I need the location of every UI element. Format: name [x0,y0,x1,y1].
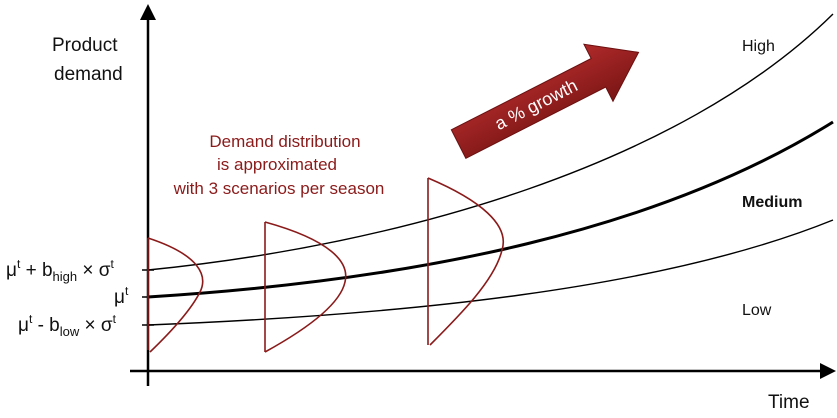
low-scenario-label: Low [742,302,772,319]
y-axis-label-line2: demand [54,64,123,85]
x-axis-arrowhead [820,363,836,379]
medium-scenario-label: Medium [742,194,802,211]
low-scenario-curve [147,219,834,326]
annotation-line1: Demand distribution [209,132,360,151]
y-tick-label-lower: μt - blow × σt [18,312,117,339]
distribution-curve-1 [147,237,204,353]
y-tick-label-middle: μt [114,284,129,308]
y-axis-arrowhead [140,4,156,20]
annotation-line2: is approximated [217,155,337,174]
y-axis-label-line1: Product [52,35,118,56]
distribution-curve-3 [427,177,505,346]
x-axis-label: Time [768,392,810,413]
distribution-curve-2 [264,221,347,353]
high-scenario-label: High [742,38,775,55]
growth-arrow-shape [450,43,640,159]
growth-arrow: a % growth [450,43,640,159]
y-tick-label-upper: μt + bhigh × σt [6,257,115,284]
medium-scenario-curve [147,120,834,299]
annotation-line3: with 3 scenarios per season [173,179,385,198]
high-scenario-curve [147,13,834,271]
